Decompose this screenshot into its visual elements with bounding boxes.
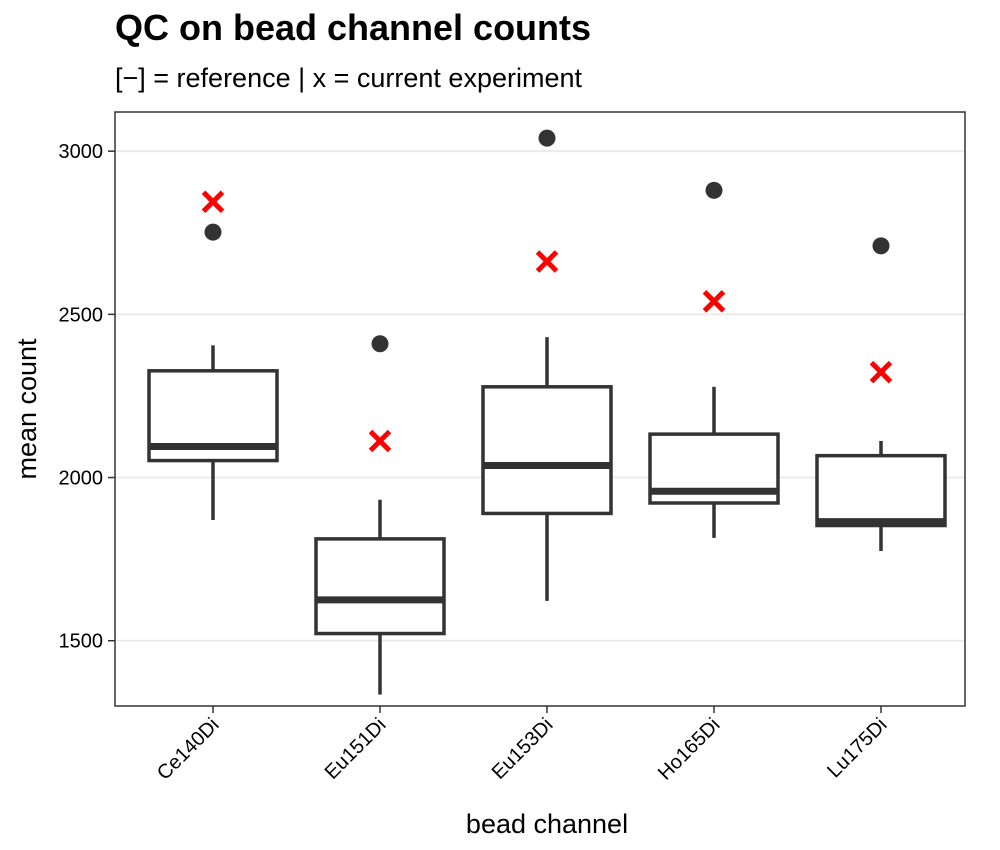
current-marker-Eu153Di: [535, 250, 559, 273]
current-marker-stroke-b: [869, 360, 893, 384]
points: [201, 129, 893, 453]
x-tick-label-Ho165Di: Ho165Di: [654, 714, 725, 785]
box-Ho165Di: [648, 386, 780, 538]
current-marker-stroke-b: [201, 190, 225, 214]
current-marker-stroke-b: [702, 290, 726, 313]
chart-title: QC on bead channel counts: [115, 7, 591, 48]
outlier-point-Eu151Di-0: [371, 335, 389, 353]
chart-subtitle: [−] = reference | x = current experiment: [115, 63, 582, 93]
outlier-point-Ce140Di-0: [204, 223, 222, 241]
y-axis: 1500 2000 2500 3000: [59, 141, 115, 653]
x-axis-label: bead channel: [466, 809, 628, 839]
box-iqr: [481, 385, 613, 516]
x-axis: Ce140Di Eu151Di Eu153Di Ho165Di Lu175Di: [153, 706, 892, 785]
current-marker-Lu175Di: [869, 360, 893, 384]
outlier-point-Ho165Di-0: [705, 181, 723, 199]
outlier-point-Lu175Di-0: [872, 237, 890, 255]
y-tick-label-3000: 3000: [59, 141, 104, 163]
current-marker-Eu151Di: [368, 429, 392, 453]
outlier-point-Eu153Di-0: [538, 129, 556, 147]
box-Lu175Di: [815, 440, 947, 551]
boxplots: [147, 337, 947, 695]
x-tick-label-Eu153Di: Eu153Di: [488, 714, 558, 784]
y-axis-label: mean count: [12, 338, 42, 480]
y-tick-label-2000: 2000: [59, 468, 104, 490]
box-iqr: [815, 453, 947, 528]
y-tick-label-1500: 1500: [59, 631, 104, 653]
box-Ce140Di: [147, 345, 279, 520]
y-tick-label-2500: 2500: [59, 304, 104, 326]
current-marker-stroke-b: [368, 429, 392, 453]
panel-border: [114, 111, 966, 707]
x-tick-label-Lu175Di: Lu175Di: [823, 714, 891, 782]
box-Eu153Di: [481, 337, 613, 601]
current-marker-Ho165Di: [702, 290, 726, 313]
box-iqr: [314, 537, 446, 636]
current-marker-Ce140Di: [201, 190, 225, 214]
current-marker-stroke-b: [535, 250, 559, 273]
x-tick-label-Eu151Di: Eu151Di: [321, 714, 391, 784]
box-Eu151Di: [314, 499, 446, 695]
x-tick-label-Ce140Di: Ce140Di: [153, 714, 224, 785]
